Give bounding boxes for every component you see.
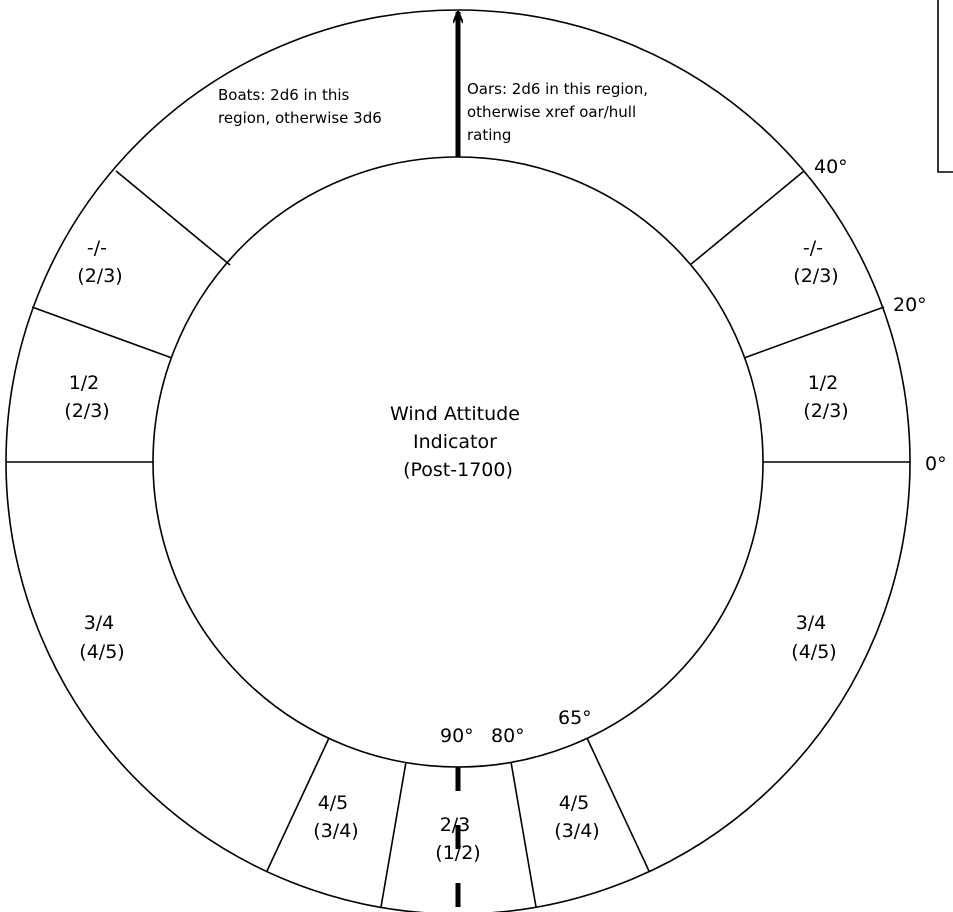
sector-label-right-0-20: 1/2 (2/3) — [803, 372, 848, 422]
angle-20-label: 20° — [893, 294, 927, 316]
sector-label-right-0-65: 3/4 (4/5) — [791, 612, 836, 663]
divider-80-right — [510, 761, 537, 908]
sector-label-right-65-80: 4/5 (3/4) — [554, 792, 599, 842]
angle-40-label: 40° — [814, 156, 848, 178]
angle-80-label: 80° — [491, 725, 525, 747]
sector-label-bottom-center: 2/3 (1/2) — [435, 814, 480, 864]
boats-note: Boats: 2d6 in this region, otherwise 3d6 — [218, 86, 382, 127]
sector-label-left-0-20: 1/2 (2/3) — [64, 372, 109, 422]
sector-label-right-20-40: -/- (2/3) — [793, 237, 838, 287]
sector-label-left-65-80: 4/5 (3/4) — [313, 792, 358, 842]
divider-40-right — [689, 170, 805, 266]
divider-20-right — [743, 306, 885, 359]
corner-box-frame — [937, 0, 953, 173]
sector-label-left-0-65: 3/4 (4/5) — [79, 612, 124, 663]
divider-40-left — [115, 170, 231, 266]
divider-65-left — [266, 737, 330, 872]
center-label: Wind Attitude Indicator (Post-1700) — [390, 403, 526, 481]
sector-label-left-20-40: -/- (2/3) — [77, 237, 122, 287]
divider-80-left — [380, 761, 407, 908]
divider-65-right — [586, 737, 650, 872]
divider-20-left — [31, 306, 173, 359]
oars-note: Oars: 2d6 in this region, otherwise xref… — [467, 80, 653, 144]
angle-65-label: 65° — [558, 707, 592, 729]
angle-0-label: 0° — [925, 453, 947, 475]
angle-90-label: 90° — [440, 725, 474, 747]
